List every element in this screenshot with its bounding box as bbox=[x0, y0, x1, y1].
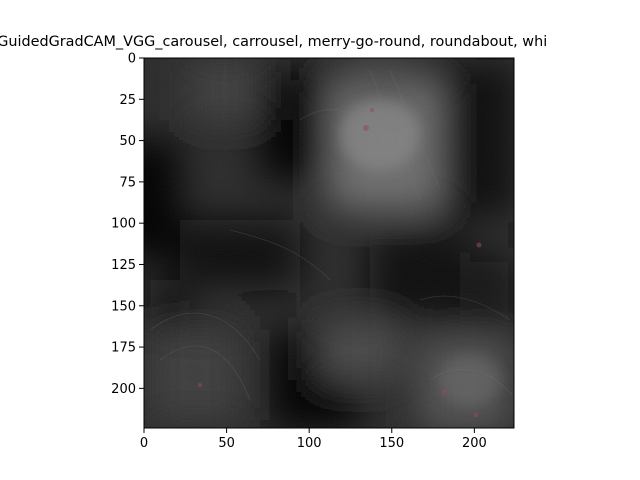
y-tick-label: 25 bbox=[119, 93, 136, 108]
y-tick-label: 125 bbox=[111, 258, 136, 273]
figure-title-text: _GuidedGradCAM_VGG_carousel, carrousel, … bbox=[0, 34, 548, 50]
x-axis-ticks: 0 50 100 150 200 bbox=[140, 428, 487, 451]
y-tick-label: 200 bbox=[111, 382, 136, 397]
figure-title: _GuidedGradCAM_VGG_carousel, carrousel, … bbox=[0, 34, 640, 54]
y-tick-label: 0 bbox=[128, 52, 136, 67]
x-tick-label: 0 bbox=[140, 436, 148, 451]
y-axis-ticks: 0 25 50 75 100 125 150 175 200 bbox=[111, 52, 144, 397]
y-tick-label: 75 bbox=[119, 175, 136, 190]
y-tick-label: 150 bbox=[111, 299, 136, 314]
y-tick-label: 100 bbox=[111, 217, 136, 232]
x-tick-label: 200 bbox=[462, 436, 487, 451]
y-tick-label: 175 bbox=[111, 341, 136, 356]
x-tick-label: 50 bbox=[218, 436, 235, 451]
y-tick-label: 50 bbox=[119, 134, 136, 149]
axes-frame bbox=[143, 57, 515, 429]
saliency-image bbox=[144, 58, 514, 428]
x-tick-label: 100 bbox=[297, 436, 322, 451]
x-tick-label: 150 bbox=[379, 436, 404, 451]
